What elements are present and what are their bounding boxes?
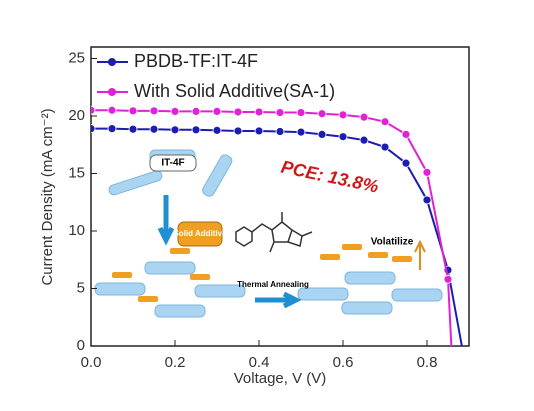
data-point xyxy=(401,158,411,168)
data-point xyxy=(149,124,159,134)
data-point xyxy=(317,129,327,139)
inset-label: Thermal Annealing xyxy=(237,280,309,289)
data-point xyxy=(170,107,180,116)
inset-label: IT-4F xyxy=(161,158,184,169)
data-point xyxy=(338,132,348,142)
data-point xyxy=(254,107,264,117)
data-point xyxy=(170,125,180,135)
data-point xyxy=(380,142,390,152)
y-tick-label: 5 xyxy=(77,279,85,296)
data-point xyxy=(107,105,117,115)
inset-box xyxy=(177,221,223,247)
data-point xyxy=(380,117,390,127)
data-point xyxy=(233,107,243,117)
y-tick-label: 0 xyxy=(77,337,85,354)
inset-label: Solid Additive xyxy=(173,229,227,238)
inset-label: Volatilize xyxy=(371,237,414,248)
legend-label: With Solid Additive(SA-1) xyxy=(134,81,335,101)
inset-box xyxy=(149,154,197,172)
x-tick-label: 0.0 xyxy=(81,354,102,371)
x-tick-label: 0.6 xyxy=(333,354,354,371)
data-point xyxy=(422,167,432,177)
data-point xyxy=(191,107,201,116)
data-point xyxy=(212,107,222,116)
data-point xyxy=(296,108,306,117)
y-tick-label: 25 xyxy=(68,49,85,66)
data-point xyxy=(401,129,411,139)
data-point xyxy=(128,124,138,134)
y-tick-label: 20 xyxy=(68,107,85,124)
data-point xyxy=(296,127,306,137)
inset-arrow xyxy=(157,195,175,246)
x-tick-label: 0.2 xyxy=(165,354,186,371)
x-tick-label: 0.4 xyxy=(249,354,270,371)
data-point xyxy=(359,135,369,145)
plot-frame xyxy=(90,46,470,347)
data-point xyxy=(212,125,222,135)
data-point xyxy=(338,110,348,120)
data-point xyxy=(91,124,96,134)
y-axis-label: Current Density (mA cm⁻²) xyxy=(39,108,56,285)
legend-label: PBDB-TF:IT-4F xyxy=(134,51,258,71)
data-point xyxy=(359,112,369,122)
inset-arrow xyxy=(414,239,426,270)
data-point xyxy=(107,124,117,134)
data-point xyxy=(149,106,159,116)
data-point xyxy=(233,126,243,136)
series-line xyxy=(91,109,453,346)
y-tick-label: 10 xyxy=(68,222,85,239)
inset-illustration xyxy=(94,149,443,318)
inset-arrow xyxy=(255,291,302,309)
data-point xyxy=(254,126,264,136)
data-point xyxy=(422,195,432,205)
legend-marker xyxy=(108,58,116,66)
inset-additive-bars xyxy=(112,244,412,302)
data-point xyxy=(275,108,285,117)
data-point xyxy=(317,109,327,119)
x-tick-label: 0.8 xyxy=(417,354,438,371)
data-point xyxy=(275,127,285,136)
x-axis-label: Voltage, V (V) xyxy=(234,370,327,387)
y-tick-label: 15 xyxy=(68,164,85,181)
data-point xyxy=(91,105,96,115)
data-point xyxy=(191,125,201,135)
data-point xyxy=(443,274,453,284)
data-point xyxy=(128,106,138,116)
legend-marker xyxy=(108,88,116,96)
series-layer xyxy=(91,105,463,346)
pce-annotation: PCE: 13.8% xyxy=(279,157,380,197)
molecule xyxy=(235,212,313,253)
